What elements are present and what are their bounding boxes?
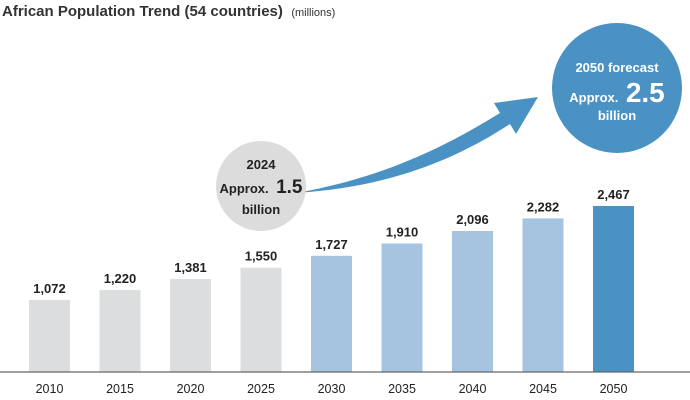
forecast-2050-annotation: 2050 forecast Approx. 2.5 billion bbox=[552, 23, 682, 153]
value-label-2030: 1,727 bbox=[315, 237, 348, 252]
x-tick-2025: 2025 bbox=[247, 382, 275, 396]
current-bubble bbox=[216, 141, 306, 231]
x-tick-2045: 2045 bbox=[529, 382, 557, 396]
chart-title-line: African Population Trend (54 countries) … bbox=[2, 3, 335, 20]
forecast-heading: 2050 forecast bbox=[575, 60, 659, 75]
bar-2030 bbox=[311, 255, 352, 372]
current-unit: billion bbox=[242, 202, 280, 217]
current-approx-value: 1.5 bbox=[276, 177, 303, 198]
chart-title: African Population Trend (54 countries) bbox=[2, 3, 283, 20]
forecast-approx-prefix: Approx. bbox=[569, 90, 618, 105]
value-label-2015: 1,220 bbox=[104, 271, 137, 286]
bar-2015 bbox=[99, 289, 141, 372]
x-tick-2010: 2010 bbox=[36, 382, 64, 396]
x-tick-2040: 2040 bbox=[459, 382, 487, 396]
x-tick-labels-layer: 2010 2015 2020 2025 2030 2035 2040 2045 2050 bbox=[36, 382, 628, 396]
value-label-2040: 2,096 bbox=[456, 212, 489, 227]
bar-2040 bbox=[452, 231, 493, 372]
x-tick-2050: 2050 bbox=[600, 382, 628, 396]
x-tick-2015: 2015 bbox=[106, 382, 134, 396]
value-labels-layer: 1,072 1,220 1,381 1,550 1,727 1,910 2,096 2,282… bbox=[33, 187, 630, 296]
bar-2025 bbox=[240, 267, 282, 372]
value-label-2045: 2,282 bbox=[527, 199, 560, 214]
x-tick-2020: 2020 bbox=[177, 382, 205, 396]
bar-2035 bbox=[381, 243, 423, 372]
value-label-2010: 1,072 bbox=[33, 281, 66, 296]
bar-2010 bbox=[29, 299, 70, 372]
bar-2050 bbox=[593, 206, 634, 372]
growth-arrow-icon bbox=[296, 97, 538, 193]
value-label-2035: 1,910 bbox=[386, 225, 419, 240]
chart-unit-label: (millions) bbox=[291, 7, 335, 19]
forecast-bubble bbox=[552, 23, 682, 153]
bar-2020 bbox=[170, 279, 211, 372]
bars-layer bbox=[29, 206, 634, 372]
forecast-approx-value: 2.5 bbox=[626, 77, 665, 108]
forecast-unit: billion bbox=[598, 108, 636, 123]
bar-2045 bbox=[522, 218, 564, 372]
value-label-2025: 1,550 bbox=[245, 249, 278, 264]
value-label-2020: 1,381 bbox=[174, 260, 207, 275]
current-2024-annotation: 2024 Approx. 1.5 billion bbox=[216, 141, 306, 231]
value-label-2050: 2,467 bbox=[597, 187, 630, 202]
current-year: 2024 bbox=[247, 157, 277, 172]
current-approx-prefix: Approx. bbox=[220, 181, 269, 196]
forecast-approx-line: Approx. 2.5 bbox=[569, 77, 665, 108]
x-tick-2030: 2030 bbox=[318, 382, 346, 396]
current-approx-line: Approx. 1.5 bbox=[220, 177, 303, 198]
x-tick-2035: 2035 bbox=[388, 382, 416, 396]
